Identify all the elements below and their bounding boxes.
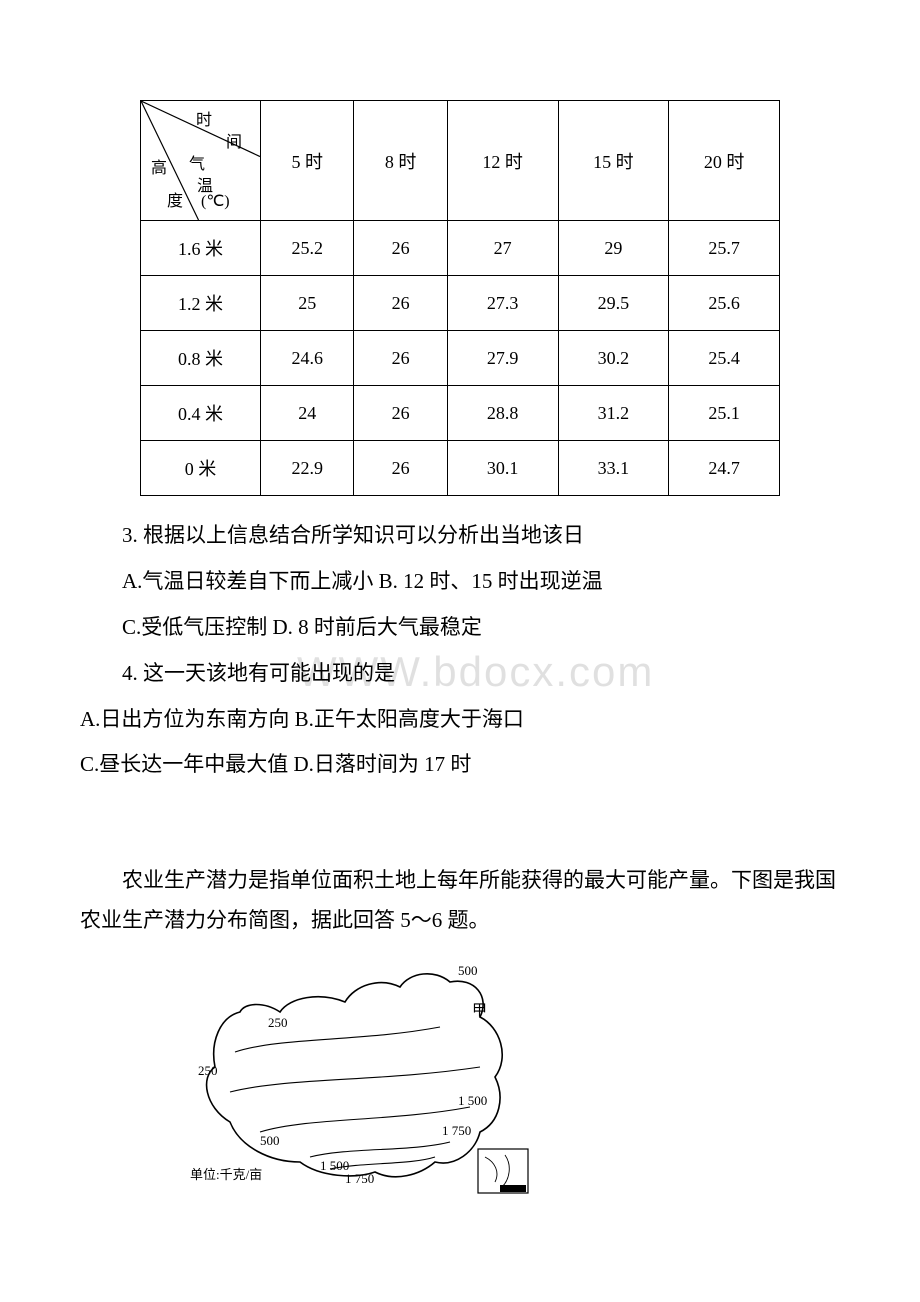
table-cell: 30.1 xyxy=(447,441,558,496)
q3-options-line1: A.气温日较差自下而上减小 B. 12 时、15 时出现逆温 xyxy=(80,562,840,602)
table-cell: 33.1 xyxy=(558,441,669,496)
table-cell: 31.2 xyxy=(558,386,669,441)
row-header: 0.4 米 xyxy=(141,386,261,441)
table-cell: 24.7 xyxy=(669,441,780,496)
col-header: 8 时 xyxy=(354,101,447,221)
table-row: 1.6 米 25.2 26 27 29 25.7 xyxy=(141,221,780,276)
table-cell: 29.5 xyxy=(558,276,669,331)
contour-label: 1 750 xyxy=(442,1123,471,1138)
table-cell: 22.9 xyxy=(261,441,354,496)
china-map-figure: 500 250 250 500 1 500 1 500 1 750 1 750 … xyxy=(180,957,540,1202)
table-cell: 29 xyxy=(558,221,669,276)
table-cell: 25.6 xyxy=(669,276,780,331)
table-cell: 26 xyxy=(354,386,447,441)
table-cell: 30.2 xyxy=(558,331,669,386)
col-header: 20 时 xyxy=(669,101,780,221)
table-cell: 25.7 xyxy=(669,221,780,276)
header-label-unit: (℃) xyxy=(201,194,230,210)
table-cell: 28.8 xyxy=(447,386,558,441)
row-header: 1.2 米 xyxy=(141,276,261,331)
table-cell: 25 xyxy=(261,276,354,331)
table-cell: 25.1 xyxy=(669,386,780,441)
contour-label: 250 xyxy=(268,1015,288,1030)
header-label-time1: 时 xyxy=(196,113,212,129)
row-header: 0.8 米 xyxy=(141,331,261,386)
q4-stem: 4. 这一天该地有可能出现的是 xyxy=(122,661,395,685)
table-row: 0.8 米 24.6 26 27.9 30.2 25.4 xyxy=(141,331,780,386)
q3-stem: 3. 根据以上信息结合所学知识可以分析出当地该日 xyxy=(80,516,840,556)
table-cell: 27 xyxy=(447,221,558,276)
q3-options-line2-wrap: C.受低气压控制 D. 8 时前后大气最稳定 xyxy=(80,608,840,648)
row-header: 1.6 米 xyxy=(141,221,261,276)
diagonal-header-cell: 时 间 高 气 温 度 (℃) xyxy=(141,101,261,221)
passage-text: 农业生产潜力是指单位面积土地上每年所能获得的最大可能产量。下图是我国农业生产潜力… xyxy=(80,861,840,941)
table-cell: 24 xyxy=(261,386,354,441)
q3-options-line2: C.受低气压控制 D. 8 时前后大气最稳定 xyxy=(122,615,482,639)
header-label-time2: 间 xyxy=(226,135,242,151)
map-unit-label: 单位:千克/亩 xyxy=(190,1167,262,1182)
contour-label: 1 750 xyxy=(345,1171,374,1186)
table-cell: 25.2 xyxy=(261,221,354,276)
contour-label: 1 500 xyxy=(458,1093,487,1108)
table-row: 0 米 22.9 26 30.1 33.1 24.7 xyxy=(141,441,780,496)
header-label-height1: 高 xyxy=(151,161,167,177)
table-row: 0.4 米 24 26 28.8 31.2 25.1 xyxy=(141,386,780,441)
table-cell: 26 xyxy=(354,221,447,276)
table-cell: 26 xyxy=(354,441,447,496)
temperature-table: 时 间 高 气 温 度 (℃) 5 时 8 时 12 时 15 时 20 时 1… xyxy=(140,100,780,496)
col-header: 12 时 xyxy=(447,101,558,221)
table-cell: 24.6 xyxy=(261,331,354,386)
col-header: 15 时 xyxy=(558,101,669,221)
header-label-height2: 度 xyxy=(167,194,183,210)
map-marker: 甲 xyxy=(472,1003,487,1019)
contour-label: 250 xyxy=(198,1063,218,1078)
china-map-icon: 500 250 250 500 1 500 1 500 1 750 1 750 … xyxy=(180,957,540,1197)
q4-options-line1: A.日出方位为东南方向 B.正午太阳高度大于海口 xyxy=(80,700,840,740)
header-label-temp1: 气 xyxy=(189,157,205,173)
table-row: 1.2 米 25 26 27.3 29.5 25.6 xyxy=(141,276,780,331)
spacer xyxy=(80,785,840,855)
contour-label: 500 xyxy=(260,1133,280,1148)
q4-stem-wrap: 4. 这一天该地有可能出现的是 WWW.bdocx.com xyxy=(80,654,840,694)
table-cell: 27.3 xyxy=(447,276,558,331)
table-cell: 26 xyxy=(354,331,447,386)
contour-label: 500 xyxy=(458,963,478,978)
q4-options-line2: C.昼长达一年中最大值 D.日落时间为 17 时 xyxy=(80,745,840,785)
table-header-row: 时 间 高 气 温 度 (℃) 5 时 8 时 12 时 15 时 20 时 xyxy=(141,101,780,221)
col-header: 5 时 xyxy=(261,101,354,221)
table-cell: 27.9 xyxy=(447,331,558,386)
table-cell: 26 xyxy=(354,276,447,331)
table-cell: 25.4 xyxy=(669,331,780,386)
row-header: 0 米 xyxy=(141,441,261,496)
